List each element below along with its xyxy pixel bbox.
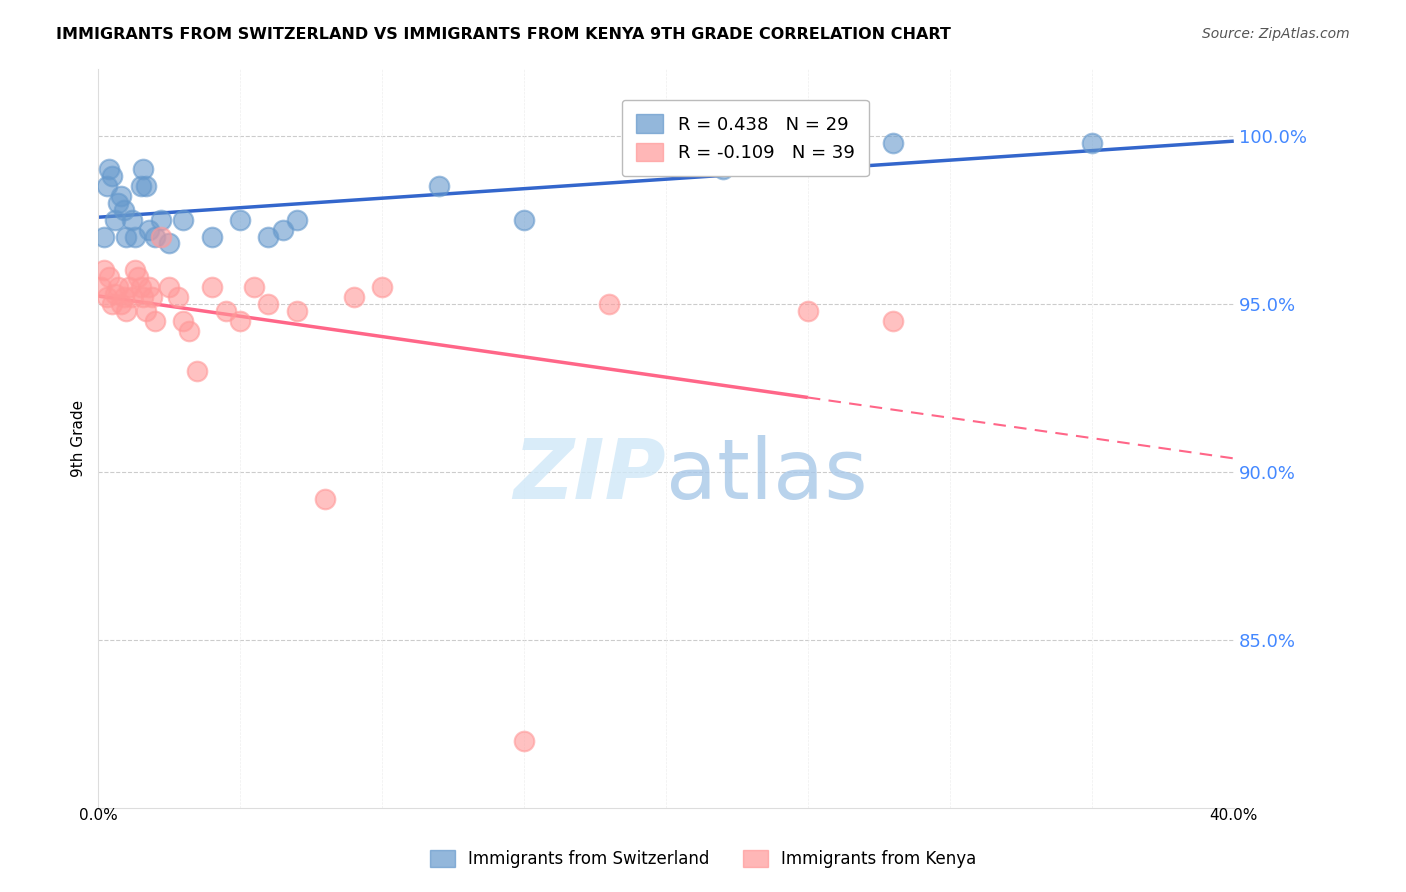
Text: IMMIGRANTS FROM SWITZERLAND VS IMMIGRANTS FROM KENYA 9TH GRADE CORRELATION CHART: IMMIGRANTS FROM SWITZERLAND VS IMMIGRANT… <box>56 27 950 42</box>
Point <box>129 280 152 294</box>
Point <box>201 280 224 294</box>
Point <box>186 364 208 378</box>
Point <box>143 314 166 328</box>
Point <box>98 162 121 177</box>
Text: atlas: atlas <box>666 435 868 516</box>
Point <box>110 189 132 203</box>
Point <box>149 212 172 227</box>
Point <box>157 236 180 251</box>
Point <box>121 290 143 304</box>
Point <box>243 280 266 294</box>
Point <box>96 179 118 194</box>
Point <box>201 229 224 244</box>
Point <box>172 314 194 328</box>
Point <box>101 169 124 183</box>
Point <box>513 212 536 227</box>
Point <box>112 290 135 304</box>
Point <box>172 212 194 227</box>
Point <box>711 162 734 177</box>
Point <box>1081 136 1104 150</box>
Point <box>104 286 127 301</box>
Point <box>342 290 364 304</box>
Point <box>93 263 115 277</box>
Point <box>598 297 620 311</box>
Point <box>93 229 115 244</box>
Point <box>107 196 129 211</box>
Point <box>129 179 152 194</box>
Text: 40.0%: 40.0% <box>1209 808 1258 823</box>
Point <box>112 202 135 217</box>
Point <box>371 280 394 294</box>
Point <box>882 314 904 328</box>
Point <box>115 229 138 244</box>
Point <box>143 229 166 244</box>
Point <box>90 280 112 294</box>
Point <box>427 179 450 194</box>
Point <box>121 212 143 227</box>
Point <box>257 229 280 244</box>
Point <box>124 263 146 277</box>
Point <box>513 734 536 748</box>
Point <box>135 179 157 194</box>
Point <box>127 270 149 285</box>
Point <box>166 290 188 304</box>
Point <box>110 297 132 311</box>
Point <box>135 303 157 318</box>
Point <box>157 280 180 294</box>
Point <box>141 290 163 304</box>
Point <box>149 229 172 244</box>
Point <box>132 162 155 177</box>
Point <box>107 280 129 294</box>
Point <box>285 212 308 227</box>
Point <box>138 223 160 237</box>
Point <box>124 229 146 244</box>
Point <box>229 212 252 227</box>
Text: ZIP: ZIP <box>513 435 666 516</box>
Point <box>177 324 200 338</box>
Point <box>132 290 155 304</box>
Point <box>115 303 138 318</box>
Y-axis label: 9th Grade: 9th Grade <box>72 400 86 477</box>
Point <box>797 303 820 318</box>
Point <box>138 280 160 294</box>
Point <box>96 290 118 304</box>
Point <box>215 303 238 318</box>
Point <box>271 223 294 237</box>
Point <box>118 280 141 294</box>
Point <box>314 491 336 506</box>
Point <box>98 270 121 285</box>
Text: 0.0%: 0.0% <box>79 808 118 823</box>
Point <box>101 297 124 311</box>
Point <box>257 297 280 311</box>
Point <box>285 303 308 318</box>
Point <box>229 314 252 328</box>
Text: Source: ZipAtlas.com: Source: ZipAtlas.com <box>1202 27 1350 41</box>
Legend: R = 0.438   N = 29, R = -0.109   N = 39: R = 0.438 N = 29, R = -0.109 N = 39 <box>621 100 869 177</box>
Legend: Immigrants from Switzerland, Immigrants from Kenya: Immigrants from Switzerland, Immigrants … <box>423 843 983 875</box>
Point <box>104 212 127 227</box>
Point <box>882 136 904 150</box>
